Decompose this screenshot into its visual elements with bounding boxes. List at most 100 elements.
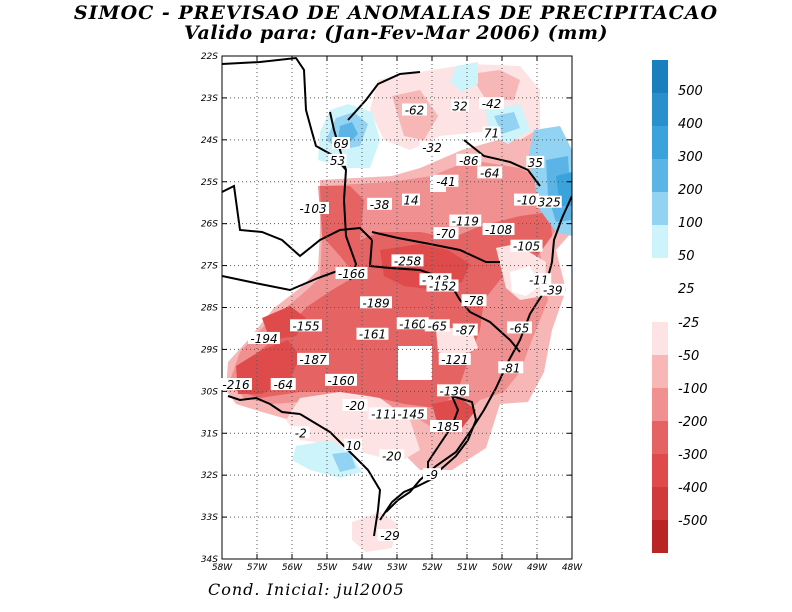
- border-state-sp-pr: [347, 71, 421, 121]
- colorbar-label: 500: [678, 84, 703, 99]
- anomaly-label: -216: [222, 378, 250, 392]
- anomaly-label-bg: [402, 103, 427, 116]
- anomaly-label: -160: [399, 317, 427, 331]
- positive-patch-northeast: [450, 62, 478, 92]
- anomaly-label: 325: [538, 196, 561, 210]
- lat-label: 29S: [201, 345, 218, 355]
- colorbar-label: 50: [678, 249, 695, 264]
- anomaly-label: -38: [370, 198, 390, 212]
- lat-label: 28S: [201, 304, 218, 314]
- anomaly-label: -187: [299, 353, 327, 367]
- lat-label: 27S: [201, 262, 218, 272]
- anomaly-label-bg: [342, 399, 368, 412]
- anomaly-label: -166: [338, 267, 366, 281]
- lon-label: 48W: [562, 563, 583, 573]
- anomaly-label: -160: [327, 374, 355, 388]
- colorbar-label: -400: [678, 481, 708, 496]
- anomaly-label: -108: [485, 223, 513, 237]
- colorbar-label: -200: [678, 415, 708, 430]
- anomaly-label: 10: [346, 439, 362, 453]
- anomaly-label-bg: [291, 426, 310, 439]
- anomaly-label-bg: [379, 449, 405, 462]
- colorbar-label: 100: [678, 216, 703, 231]
- colorbar-label: -50: [678, 349, 699, 364]
- colorbar-swatch: [652, 159, 668, 192]
- anomaly-label-bg: [325, 373, 357, 386]
- lon-label: 49W: [527, 563, 548, 573]
- anomaly-label: -185: [432, 420, 459, 434]
- colorbar-label: -500: [678, 514, 708, 529]
- lon-label: 58W: [212, 563, 233, 573]
- colorbar-swatch: [652, 93, 668, 126]
- anomaly-label-bg: [367, 197, 392, 210]
- border-sp-pr-east: [463, 139, 541, 187]
- colorbar-swatch: [652, 60, 668, 93]
- anomaly-label-bg: [482, 126, 501, 139]
- anomaly-label: -20: [345, 399, 365, 413]
- anomaly-label: -145: [397, 407, 424, 421]
- anomaly-label-bg: [335, 266, 368, 279]
- anomaly-label-bg: [344, 438, 363, 451]
- anomaly-label-bg: [377, 528, 403, 541]
- anomaly-label-bg: [402, 193, 420, 206]
- anomaly-label: 53: [330, 154, 345, 168]
- anomaly-label: -189: [362, 296, 389, 310]
- colorbar-label: -100: [678, 382, 708, 397]
- anomaly-label-bg: [430, 419, 462, 432]
- neutral-hole-center: [398, 346, 432, 380]
- anomaly-label: -87: [455, 324, 475, 338]
- lat-label: 33S: [201, 513, 218, 523]
- anomaly-label: -2: [295, 426, 307, 440]
- anomaly-label: -70: [436, 227, 456, 241]
- anomaly-label-bg: [438, 352, 471, 365]
- anomaly-label-bg: [514, 193, 539, 206]
- lon-label: 55W: [317, 563, 338, 573]
- lat-label: 32S: [201, 471, 218, 481]
- anomaly-label-bg: [479, 97, 504, 110]
- lon-label: 54W: [352, 563, 373, 573]
- border-state-pr-sc: [371, 231, 500, 263]
- anomaly-label: -103: [299, 202, 326, 216]
- colorbar-swatch: [652, 192, 668, 225]
- anomaly-label-bg: [482, 222, 515, 235]
- anomaly-label-bg: [270, 378, 296, 391]
- lon-label: 52W: [422, 563, 443, 573]
- anomaly-label-bg: [510, 239, 543, 252]
- lat-label: 34S: [201, 555, 218, 565]
- anomaly-label: -86: [459, 154, 479, 168]
- colorbar-swatch: [652, 322, 668, 355]
- lon-label: 57W: [247, 563, 268, 573]
- colorbar-swatch: [652, 520, 668, 553]
- anomaly-label-bg: [452, 323, 478, 336]
- anomaly-label-bg: [368, 407, 401, 420]
- lon-label: 51W: [457, 563, 478, 573]
- negative-core-sw: [262, 306, 306, 340]
- anomaly-label-bg: [536, 195, 562, 208]
- lat-label: 30S: [201, 387, 218, 397]
- negative-region-strong: [234, 186, 552, 408]
- colorbar-label: -300: [678, 448, 708, 463]
- axis-labels: 22S23S24S25S26S27S28S29S30S31S32S33S34S5…: [201, 52, 583, 573]
- anomaly-label: -136: [439, 384, 467, 398]
- lat-label: 23S: [201, 94, 218, 104]
- anomaly-label: -121: [441, 353, 468, 367]
- lat-label: 31S: [201, 429, 218, 439]
- moderate-negative-ne: [470, 70, 520, 100]
- anomaly-label-bg: [297, 201, 329, 214]
- lat-label: 26S: [201, 220, 218, 230]
- colorbar-label: 400: [678, 117, 703, 132]
- anomaly-label-bg: [356, 327, 389, 340]
- initial-condition-label: Cond. Inicial: jul2005: [208, 580, 405, 599]
- anomaly-value-labels: -62 32 -42 71 69 53 -32 -86 35 -64 -41 14 -103 -38 -10…: [220, 97, 566, 543]
- anomaly-label: -78: [464, 294, 484, 308]
- anomaly-label-bg: [540, 283, 566, 296]
- lat-label: 24S: [201, 136, 218, 146]
- anomaly-label-bg: [290, 319, 322, 332]
- anomaly-label-bg: [424, 319, 450, 332]
- anomaly-label-bg: [437, 384, 469, 397]
- anomaly-label-bg: [391, 254, 424, 267]
- anomaly-label: -62: [405, 103, 425, 117]
- anomaly-label-bg: [433, 227, 459, 240]
- lon-label: 56W: [282, 563, 303, 573]
